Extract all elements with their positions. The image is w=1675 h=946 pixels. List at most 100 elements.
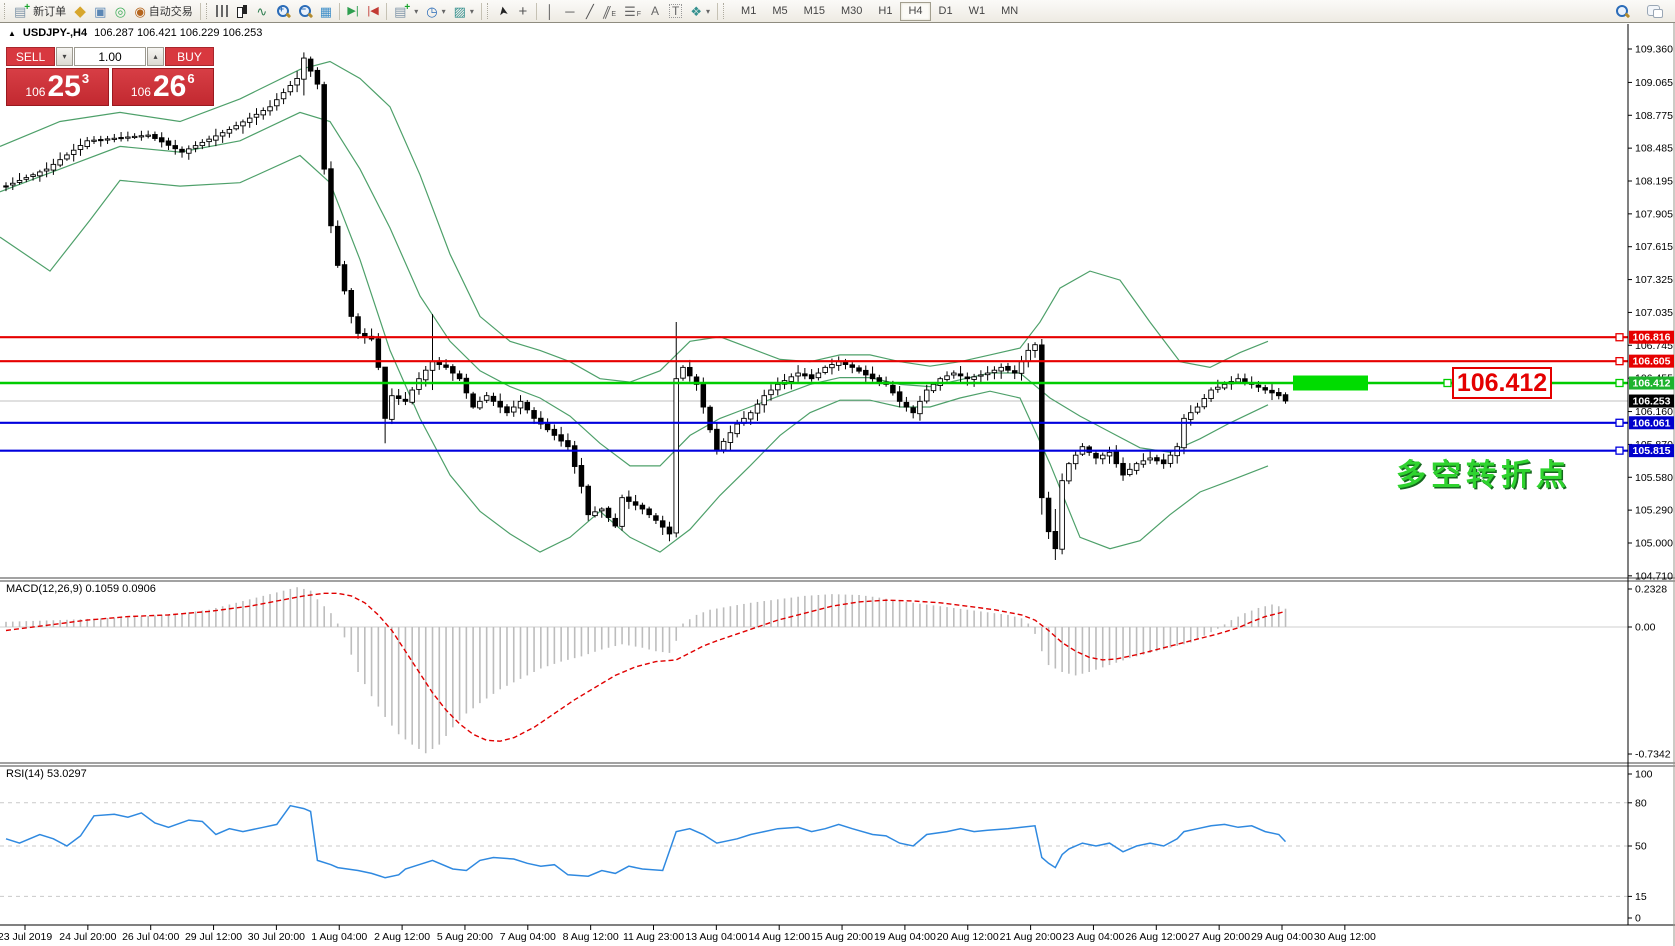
svg-text:107.035: 107.035 — [1635, 307, 1673, 319]
horizontal-line-icon: ─ — [565, 3, 575, 19]
sell-price-pips: 25 — [47, 70, 81, 103]
terminal-button[interactable]: ▣ — [90, 1, 110, 21]
label-tool-button[interactable]: T — [665, 1, 686, 21]
sell-button[interactable]: SELL — [6, 47, 55, 66]
buy-price-base: 106 — [130, 84, 151, 99]
dropdown-arrow-icon: ▾ — [414, 6, 419, 16]
trendline-icon: ╱ — [585, 3, 594, 19]
vertical-line-tool-button[interactable]: │ — [540, 1, 560, 21]
svg-text:26 Aug 12:00: 26 Aug 12:00 — [1125, 931, 1187, 943]
auto-trading-button[interactable]: ◉ 自动交易 — [130, 1, 196, 21]
period-button-W1[interactable]: W1 — [968, 5, 986, 17]
volume-input[interactable]: 1.00 — [74, 47, 146, 66]
svg-text:0: 0 — [1635, 913, 1641, 925]
chat-button[interactable] — [1643, 1, 1667, 21]
text-icon: A — [651, 4, 660, 18]
arrows-tool-button[interactable]: ❖ ▾ — [686, 1, 714, 21]
period-button-M30[interactable]: M30 — [841, 5, 863, 17]
indicators-button[interactable]: ▤ + ▾ — [390, 1, 422, 21]
crosshair-tool-button[interactable]: + — [513, 1, 533, 21]
channel-tool-button[interactable]: ∥ E — [600, 1, 620, 21]
period-button-M15[interactable]: M15 — [803, 5, 825, 17]
svg-text:107.615: 107.615 — [1635, 241, 1673, 253]
period-button-MN[interactable]: MN — [1001, 5, 1019, 17]
svg-text:23 Jul 2019: 23 Jul 2019 — [0, 931, 52, 943]
svg-text:24 Jul 20:00: 24 Jul 20:00 — [59, 931, 116, 943]
auto-scroll-button[interactable]: ▶| — [343, 1, 363, 21]
svg-text:108.775: 108.775 — [1635, 110, 1673, 122]
svg-text:19 Aug 04:00: 19 Aug 04:00 — [874, 931, 936, 943]
text-tool-button[interactable]: A — [645, 1, 665, 21]
symbol-period-label: USDJPY-,H4 — [22, 27, 88, 39]
price-axis: 109.360 109.065 108.775 108.485 108.195 107.9… — [1628, 44, 1674, 925]
tile-windows-button[interactable]: ▦ — [316, 1, 336, 21]
period-button-M5[interactable]: M5 — [772, 5, 788, 17]
horizontal-line-tool-button[interactable]: ─ — [560, 1, 580, 21]
highlight-zone[interactable] — [1293, 375, 1368, 391]
bollinger-middle — [0, 111, 1269, 467]
periods-button[interactable]: ◷ ▾ — [422, 1, 449, 21]
period-button-D1[interactable]: D1 — [938, 5, 953, 17]
candlestick-mode-button[interactable] — [232, 1, 252, 21]
svg-text:15 Aug 20:00: 15 Aug 20:00 — [811, 931, 873, 943]
zoom-out-button[interactable]: − — [294, 1, 316, 21]
svg-text:11 Aug 23:00: 11 Aug 23:00 — [623, 931, 684, 943]
buy-price-point: 6 — [187, 71, 195, 86]
svg-text:29 Aug 04:00: 29 Aug 04:00 — [1251, 931, 1313, 943]
line-chart-mode-button[interactable]: ∿ — [252, 1, 272, 21]
svg-text:23 Aug 04:00: 23 Aug 04:00 — [1062, 931, 1124, 943]
dropdown-arrow-icon: ▾ — [441, 6, 446, 16]
svg-text:107.325: 107.325 — [1635, 274, 1673, 286]
line-chart-icon: ∿ — [256, 3, 268, 19]
toolbar-grip — [723, 3, 727, 19]
rsi-panel[interactable] — [0, 802, 1628, 897]
svg-text:108.195: 108.195 — [1635, 175, 1673, 187]
autotrade-basket-icon: ◉ — [134, 3, 146, 19]
svg-text:105.580: 105.580 — [1635, 472, 1673, 484]
rsi-line — [5, 804, 1287, 879]
timeframe-bar: M1 M5 M15 M30 H1 H4 D1 W1 MN — [733, 1, 1026, 21]
svg-text:109.360: 109.360 — [1635, 44, 1673, 56]
buy-button[interactable]: BUY — [165, 47, 214, 66]
templates-button[interactable]: ▨ ▾ — [450, 1, 478, 21]
volume-increase-button[interactable]: ▴ — [147, 47, 164, 66]
channel-e-label: E — [611, 10, 617, 18]
increment-icon: ▴ — [153, 52, 158, 61]
period-button-H4[interactable]: H4 — [900, 1, 931, 21]
package-button[interactable]: ◆ — [70, 1, 90, 21]
sell-price-button[interactable]: 106 25 3 — [6, 68, 109, 106]
main-price-panel[interactable] — [0, 52, 1628, 560]
decrement-icon: ▾ — [62, 52, 67, 61]
chart-frame — [0, 23, 1675, 946]
fibonacci-tool-button[interactable]: ☰ F — [620, 1, 645, 21]
trendline-tool-button[interactable]: ╱ — [580, 1, 600, 21]
chart-shift-button[interactable]: |◀ — [363, 1, 383, 21]
new-order-button[interactable]: ▤ + 新订单 — [10, 1, 70, 21]
ohlc-values: 106.287 106.421 106.229 106.253 — [94, 27, 263, 39]
svg-text:30 Jul 20:00: 30 Jul 20:00 — [248, 931, 305, 943]
period-button-M1[interactable]: M1 — [741, 5, 757, 17]
signal-button[interactable]: ◎ — [110, 1, 130, 21]
svg-text:106.253: 106.253 — [1633, 396, 1671, 408]
svg-text:14 Aug 12:00: 14 Aug 12:00 — [748, 931, 810, 943]
price-annotation-box[interactable]: 106.412 — [1452, 367, 1552, 399]
bollinger-lower — [0, 154, 1269, 553]
svg-text:105.290: 105.290 — [1635, 505, 1673, 517]
volume-decrease-button[interactable]: ▾ — [56, 47, 73, 66]
period-button-H1[interactable]: H1 — [878, 5, 893, 17]
auto-scroll-icon: ▶| — [347, 4, 359, 17]
cursor-tool-button[interactable]: ➤ — [493, 1, 513, 21]
separator — [339, 2, 341, 20]
turning-point-annotation[interactable]: 多空转折点 — [1396, 459, 1571, 492]
zoom-in-button[interactable]: + — [272, 1, 294, 21]
macd-panel[interactable] — [0, 587, 1628, 754]
vertical-line-icon: │ — [545, 3, 554, 19]
search-button[interactable] — [1611, 1, 1633, 21]
bar-chart-mode-button[interactable] — [212, 1, 232, 21]
collapse-triangle-icon[interactable]: ▲ — [8, 28, 16, 38]
svg-text:106.061: 106.061 — [1633, 417, 1671, 429]
package-icon: ◆ — [74, 2, 86, 20]
buy-price-button[interactable]: 106 26 6 — [111, 68, 214, 106]
